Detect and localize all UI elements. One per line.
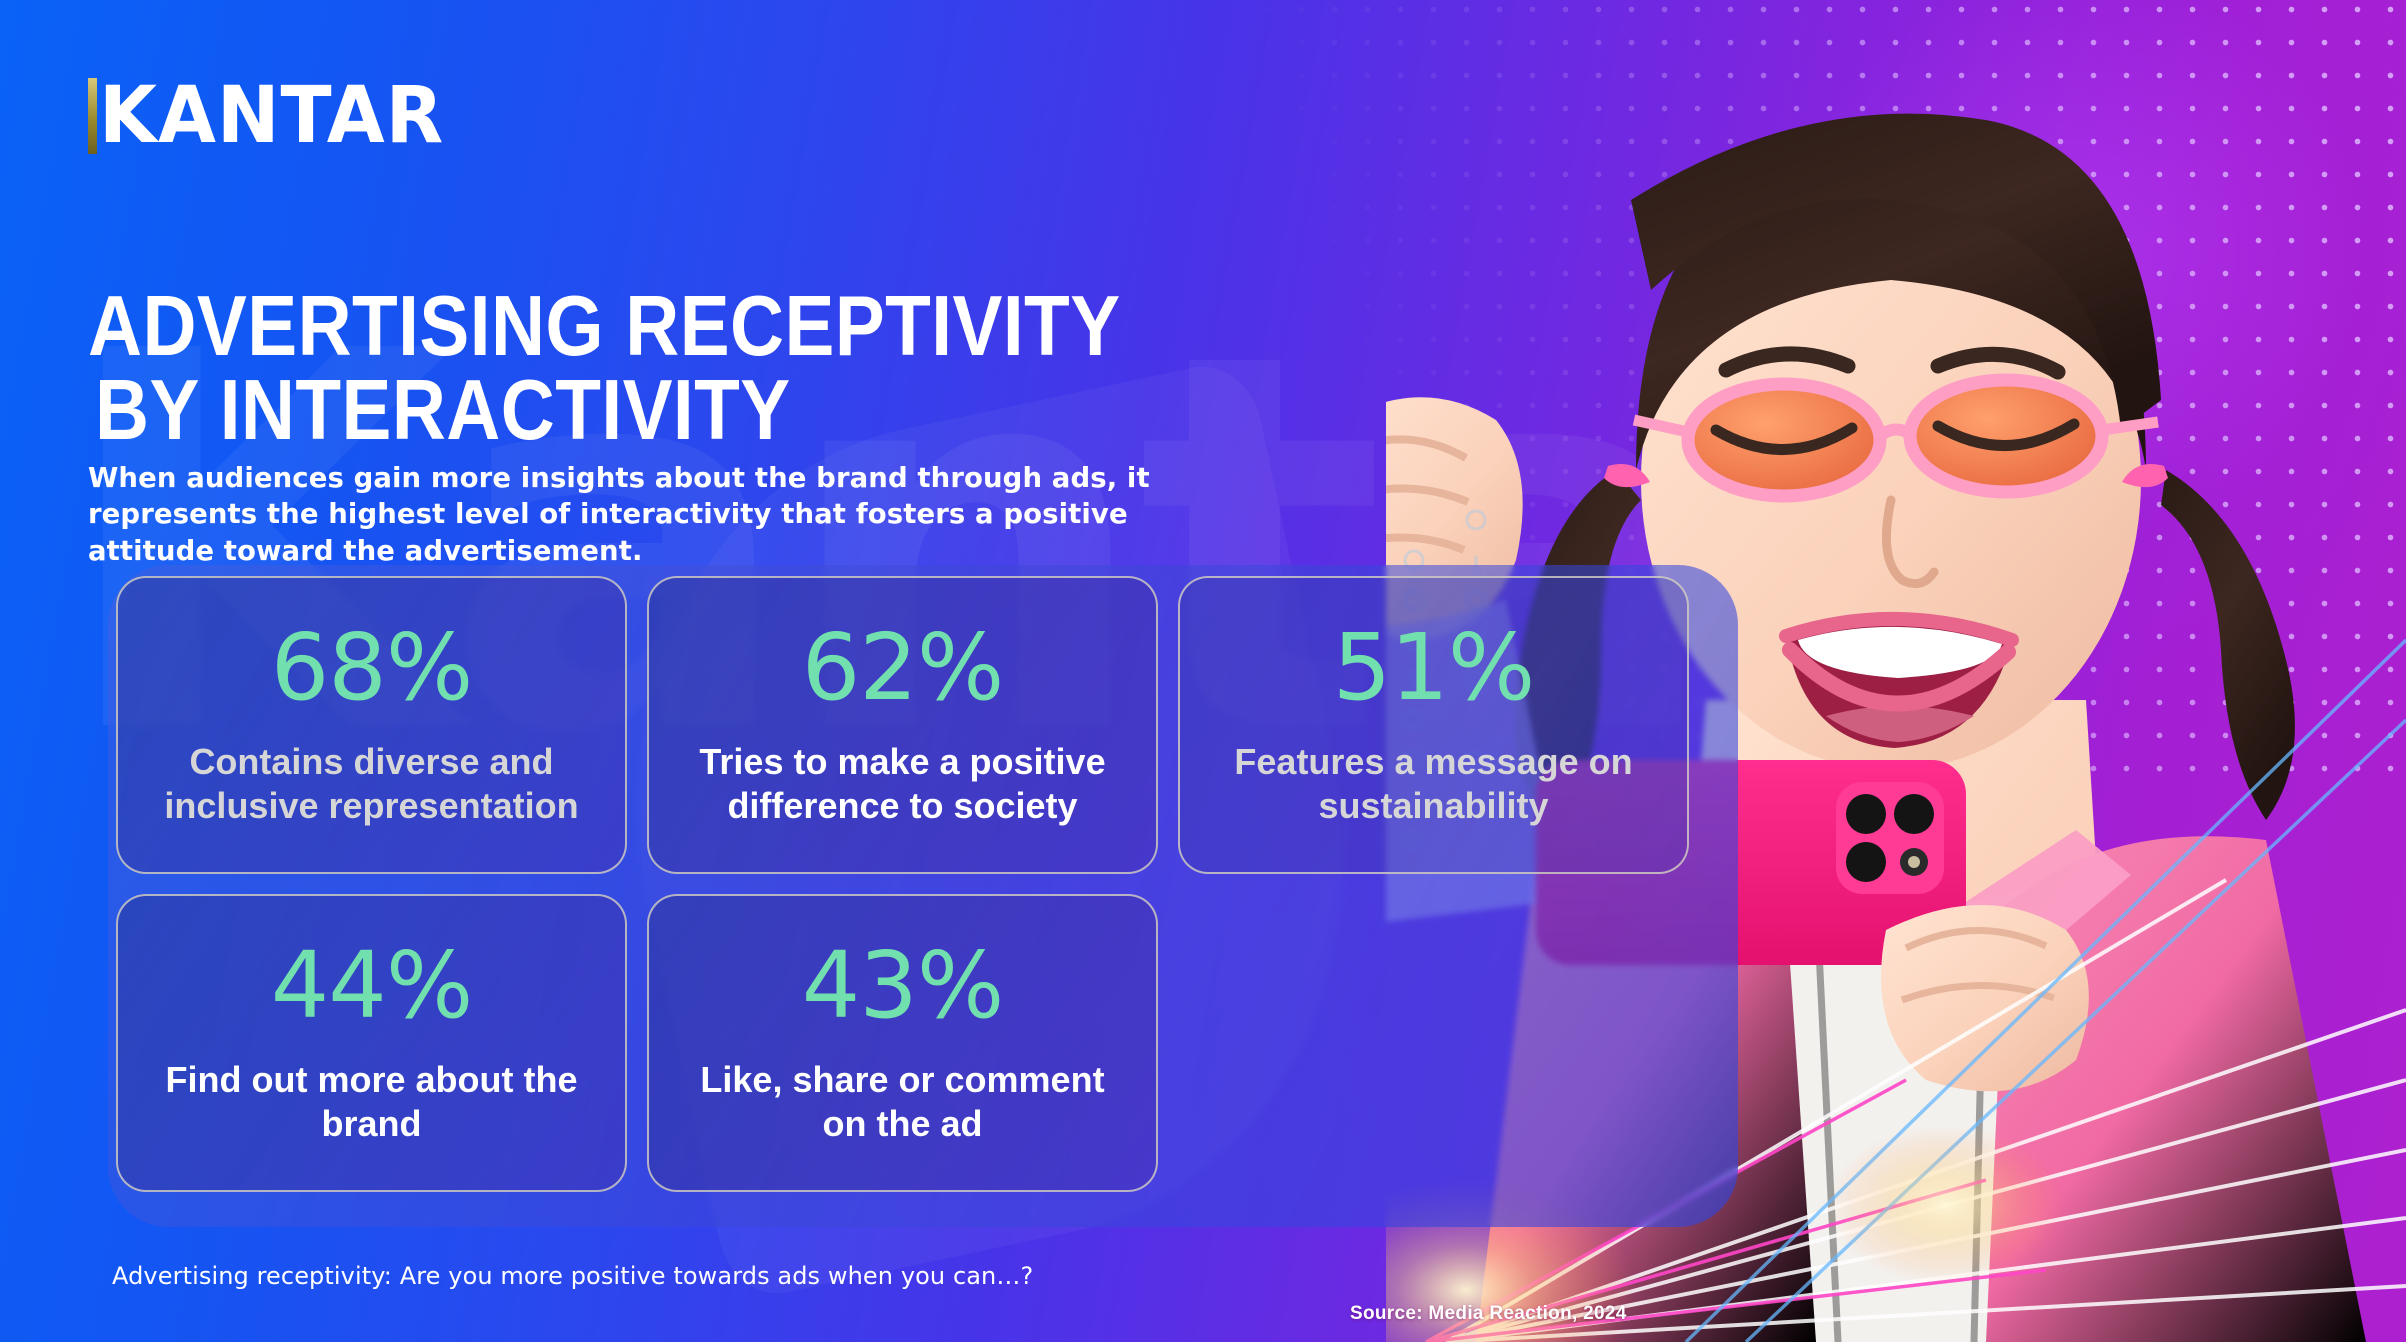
stat-label: Find out more about the brand xyxy=(165,1059,578,1144)
stat-value: 51% xyxy=(1332,614,1535,722)
stat-label: Tries to make a positive difference to s… xyxy=(699,741,1106,826)
stat-value: 68% xyxy=(270,614,473,722)
page-title: ADVERTISING RECEPTIVITY BY INTERACTIVITY xyxy=(88,284,1232,459)
stat-value: 62% xyxy=(801,614,1004,722)
page-subtitle: When audiences gain more insights about … xyxy=(88,461,1150,568)
stat-label: Contains diverse and inclusive represent… xyxy=(164,741,579,826)
footnote-text: Advertising receptivity: Are you more po… xyxy=(112,1262,1034,1290)
stats-panel xyxy=(108,565,1738,1227)
title-line-2: BY INTERACTIVITY xyxy=(95,363,791,459)
stat-card: 43% Like, share or comment on the ad xyxy=(647,894,1158,1192)
stat-card: 68% Contains diverse and inclusive repre… xyxy=(116,576,627,874)
kantar-logo: KANTAR xyxy=(88,71,459,161)
logo-accent-bar xyxy=(88,78,97,154)
stat-label: Like, share or comment on the ad xyxy=(700,1059,1105,1144)
stat-card-grid: 68% Contains diverse and inclusive repre… xyxy=(116,576,1711,1192)
stat-value: 43% xyxy=(801,932,1004,1040)
source-text: Source: Media Reaction, 2024 xyxy=(1350,1303,1627,1324)
stat-card: 62% Tries to make a positive difference … xyxy=(647,576,1158,874)
stat-card: 44% Find out more about the brand xyxy=(116,894,627,1192)
stat-value: 44% xyxy=(270,932,473,1040)
title-line-1: ADVERTISING RECEPTIVITY xyxy=(88,278,1121,374)
stat-label: Features a message on sustainability xyxy=(1234,741,1633,826)
stat-card: 51% Features a message on sustainability xyxy=(1178,576,1689,874)
logo-wordmark: KANTAR xyxy=(99,71,445,161)
